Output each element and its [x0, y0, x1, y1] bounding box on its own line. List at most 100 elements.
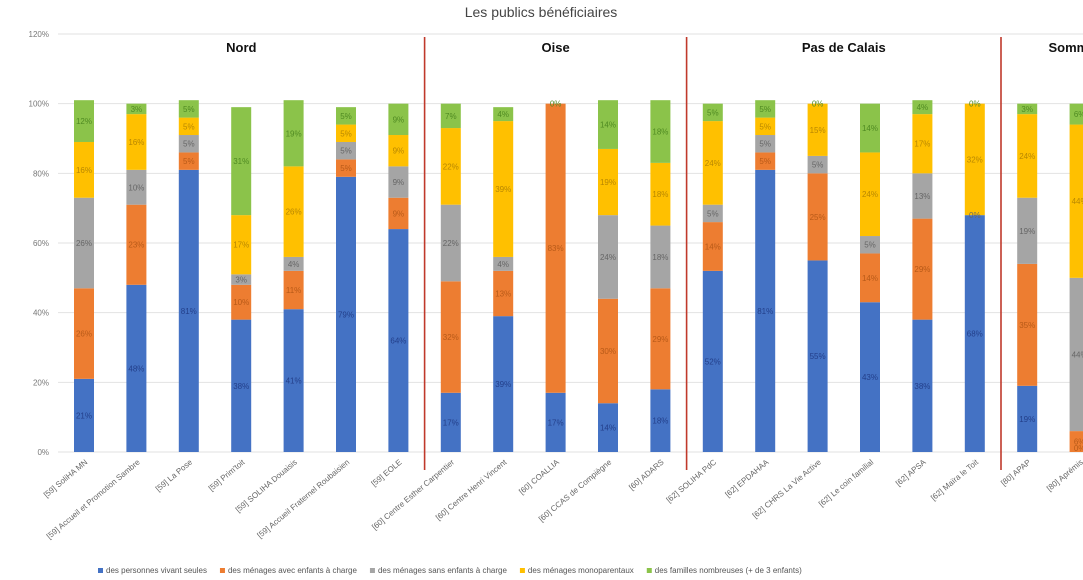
group-dividers	[423, 37, 1002, 470]
data-label: 3%	[235, 276, 247, 285]
bar-segment	[493, 270, 514, 317]
bar-segment	[755, 100, 776, 118]
bar-segment	[283, 270, 304, 310]
legend-item-label: des ménages monoparentaux	[528, 566, 634, 575]
data-label: 25%	[810, 213, 826, 222]
data-label: 24%	[1019, 152, 1035, 161]
data-label: 5%	[759, 140, 771, 149]
bar-segment	[1017, 103, 1038, 115]
chart-title: Les publics bénéficiaires	[465, 4, 618, 20]
bar-segment	[336, 176, 356, 453]
data-label: 18%	[652, 128, 668, 137]
bar-segment	[860, 103, 880, 153]
data-label: 5%	[340, 147, 352, 156]
bar-segment	[912, 218, 933, 320]
y-tick-label: 100%	[29, 100, 49, 109]
data-label: 4%	[288, 260, 300, 269]
bar-segment	[650, 100, 671, 163]
data-label: 44%	[1072, 350, 1083, 359]
data-label: 39%	[495, 380, 511, 389]
bar-segment	[388, 229, 409, 452]
legend-item-label: des familles nombreuses (+ de 3 enfants)	[655, 566, 802, 575]
bar-segment	[807, 103, 828, 156]
data-label: 9%	[393, 147, 405, 156]
bar-segment	[126, 284, 147, 452]
data-label: 3%	[131, 105, 143, 114]
data-label: 10%	[128, 183, 144, 192]
x-tick-label: [62] SOLIHA PdC	[665, 458, 719, 505]
legend: des personnes vivant seules des ménages a…	[98, 566, 802, 575]
bar-segment	[178, 169, 199, 452]
bar-segment	[1069, 431, 1083, 452]
bar-segment	[807, 173, 828, 261]
bar-segment	[231, 319, 252, 452]
data-label: 26%	[76, 239, 92, 248]
bar-segment	[755, 152, 776, 170]
legend-item-label: des ménages sans enfants à charge	[378, 566, 508, 575]
data-label: 19%	[1019, 415, 1035, 424]
data-label: 13%	[914, 192, 930, 201]
bar-segment	[1069, 277, 1083, 432]
data-label: 0%	[969, 100, 981, 109]
bar-segment	[1017, 197, 1038, 264]
x-axis: [59] SoliHA MN[59] Accueil et Promotion …	[42, 457, 1083, 541]
bar-segment	[336, 107, 356, 125]
data-label: 19%	[286, 129, 302, 138]
data-label: 43%	[862, 373, 878, 382]
data-label: 5%	[759, 157, 771, 166]
data-label: 14%	[862, 124, 878, 133]
bar-segment	[178, 117, 199, 136]
bar-segment	[912, 173, 933, 219]
data-label: 31%	[233, 157, 249, 166]
legend-swatch	[98, 568, 103, 573]
data-label: 79%	[338, 310, 354, 319]
data-label: 5%	[707, 108, 719, 117]
segment-labels-layer: 21% 26% 26% 16% 12% 48% 23% 10% 16% 3% 81% 5% 5% 5% 5%…	[76, 100, 1083, 453]
x-tick-label: [59] Accueil et Promotion Sambre	[45, 457, 142, 541]
data-label: 48%	[128, 364, 144, 373]
bar-segment	[598, 298, 618, 404]
bar-segment	[74, 288, 94, 379]
data-label: 18%	[652, 417, 668, 426]
region-label: Nord	[226, 40, 256, 55]
bar-segment	[231, 284, 252, 320]
bar-segment	[912, 319, 933, 452]
data-label: 64%	[390, 337, 406, 346]
data-label: 19%	[600, 178, 616, 187]
data-label: 5%	[183, 122, 195, 131]
data-label: 38%	[914, 382, 930, 391]
bar-segment	[336, 141, 356, 160]
data-label: 5%	[812, 161, 824, 170]
y-tick-label: 20%	[33, 378, 49, 387]
bar-segment	[74, 378, 94, 452]
data-label: 5%	[340, 164, 352, 173]
data-label: 4%	[917, 103, 929, 112]
bar-segment	[807, 155, 828, 174]
data-label: 83%	[548, 244, 564, 253]
bar-segment	[74, 141, 94, 198]
region-label: Somme	[1049, 40, 1083, 55]
bar-segment	[440, 392, 461, 452]
data-label: 32%	[967, 155, 983, 164]
bar-segment	[336, 159, 356, 177]
bar-segment	[283, 100, 304, 167]
bar-segment	[912, 114, 933, 174]
x-tick-label: [60] ADARS	[627, 458, 665, 492]
bar-segment	[702, 204, 723, 223]
legend-swatch	[646, 568, 652, 573]
data-label: 30%	[600, 347, 616, 356]
x-tick-label: [59] La Pose	[154, 457, 195, 493]
bar-segment	[336, 124, 356, 142]
data-label: 22%	[443, 239, 459, 248]
y-tick-label: 0%	[37, 448, 49, 457]
x-tick-label: [62] EPDAHAA	[723, 457, 771, 499]
bar-segment	[440, 128, 461, 205]
x-tick-label: [80] Aprémis	[1045, 458, 1083, 493]
bar-segment	[1017, 114, 1038, 198]
data-label: 4%	[497, 110, 509, 119]
bar-segment	[650, 225, 671, 289]
data-label: 11%	[286, 286, 301, 295]
bar-segment	[126, 103, 147, 115]
legend-item-label: des personnes vivant seules	[106, 566, 207, 575]
